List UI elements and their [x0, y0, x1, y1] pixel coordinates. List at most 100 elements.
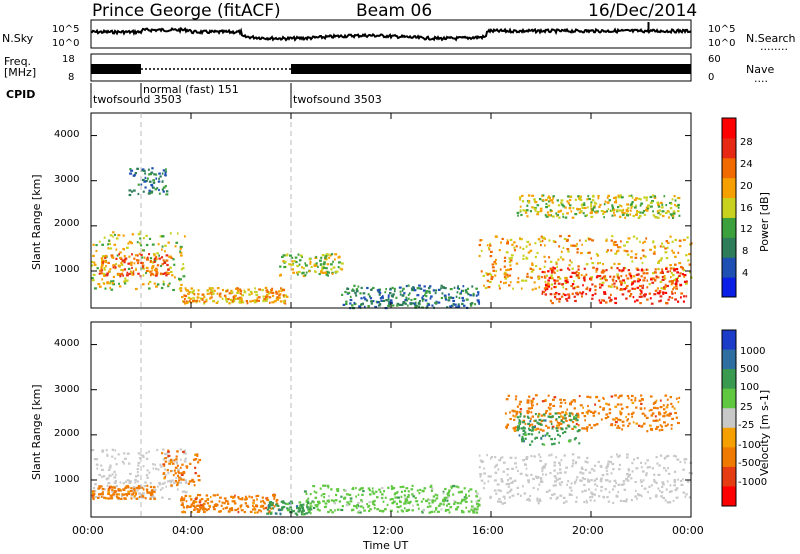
- velocity-echo-6: [685, 493, 688, 496]
- power-echo-7: [541, 290, 545, 293]
- power-cbar-tick-12: 12: [740, 224, 753, 235]
- velocity-echo-5: [435, 508, 437, 511]
- power-echo-1: [121, 269, 124, 272]
- power-echo-0: [103, 268, 106, 271]
- velocity-echo-0: [128, 481, 132, 484]
- power-echo-6: [688, 253, 691, 256]
- velocity-echo-6: [563, 471, 567, 474]
- power-echo-6: [626, 253, 630, 256]
- power-echo-7: [580, 292, 584, 295]
- velocity-echo-5: [368, 501, 371, 504]
- velocity-echo-4: [296, 507, 299, 510]
- velocity-echo-6: [483, 467, 485, 470]
- velocity-echo-6: [513, 479, 517, 482]
- velocity-echo-4: [308, 511, 311, 514]
- velocity-echo-3: [272, 494, 275, 497]
- power-echo-6: [623, 244, 626, 247]
- power-echo-8: [635, 204, 637, 207]
- velocity-echo-5: [436, 494, 439, 497]
- power-echo-3: [255, 291, 258, 294]
- power-echo-6: [662, 245, 665, 248]
- power-echo-6: [537, 277, 541, 280]
- velocity-echo-3: [228, 507, 232, 510]
- power-echo-1: [119, 273, 123, 276]
- velocity-echo-4: [309, 512, 312, 515]
- power-echo-8: [604, 200, 607, 203]
- velocity-echo-6: [532, 477, 535, 481]
- velocity-echo-6: [657, 487, 660, 490]
- velocity-echo-0: [113, 470, 116, 473]
- power-echo-3: [224, 296, 227, 299]
- power-echo-0: [145, 234, 148, 237]
- power-echo-5: [393, 290, 396, 293]
- velocity-echo-7: [665, 410, 667, 414]
- power-echo-7: [661, 278, 665, 281]
- velocity-echo-4: [300, 513, 303, 516]
- velocity-echo-1: [164, 460, 168, 463]
- velocity-echo-6: [519, 472, 523, 475]
- velocity-echo-8: [576, 430, 580, 433]
- power-echo-6: [561, 258, 565, 261]
- velocity-echo-7: [514, 415, 517, 418]
- velocity-echo-7: [662, 404, 665, 407]
- velocity-echo-7: [632, 421, 635, 424]
- velocity-echo-8: [524, 437, 527, 440]
- power-echo-6: [678, 239, 682, 242]
- power-echo-7: [657, 292, 661, 295]
- velocity-echo-5: [355, 506, 358, 510]
- power-echo-1: [159, 272, 162, 275]
- power-echo-5: [475, 287, 478, 290]
- velocity-echo-8: [547, 415, 551, 418]
- velocity-echo-5: [389, 498, 392, 501]
- velocity-echo-6: [670, 490, 673, 493]
- velocity-echo-7: [675, 397, 678, 400]
- velocity-echo-6: [647, 491, 649, 494]
- velocity-echo-2: [133, 495, 136, 498]
- power-echo-7: [681, 267, 684, 270]
- velocity-echo-5: [396, 490, 399, 494]
- power-colorbar-segment: [722, 118, 736, 139]
- velocity-echo-5: [331, 511, 334, 514]
- velocity-echo-5: [416, 489, 419, 492]
- velocity-echo-5: [392, 500, 396, 503]
- velocity-echo-6: [514, 462, 517, 465]
- power-echo-3: [198, 300, 201, 303]
- power-echo-6: [643, 240, 646, 243]
- velocity-echo-2: [127, 490, 130, 493]
- velocity-echo-6: [626, 479, 630, 482]
- velocity-echo-1: [189, 462, 192, 465]
- velocity-echo-2: [103, 496, 106, 499]
- velocity-echo-6: [532, 486, 535, 490]
- power-echo-3: [236, 297, 240, 300]
- power-echo-4: [296, 273, 299, 276]
- velocity-echo-6: [496, 463, 498, 466]
- power-echo-6: [656, 287, 660, 290]
- power-echo-8: [635, 197, 638, 200]
- power-echo-0: [172, 288, 175, 292]
- power-echo-6: [489, 255, 493, 258]
- velocity-echo-5: [327, 486, 330, 489]
- power-echo-0: [164, 244, 167, 247]
- velocity-echo-3: [180, 499, 183, 502]
- power-echo-8: [598, 205, 601, 209]
- velocity-echo-6: [478, 454, 481, 457]
- power-echo-5: [341, 293, 344, 296]
- power-echo-6: [615, 243, 619, 247]
- power-echo-1: [121, 259, 125, 262]
- power-echo-5: [453, 303, 457, 306]
- velocity-echo-7: [648, 409, 651, 412]
- velocity-echo-7: [659, 406, 663, 409]
- velocity-echo-4: [300, 511, 304, 514]
- velocity-echo-6: [653, 480, 657, 483]
- velocity-echo-5: [463, 487, 466, 490]
- power-echo-7: [668, 296, 671, 299]
- velocity-echo-7: [656, 419, 659, 422]
- power-echo-8: [591, 208, 594, 211]
- xtick-0: 00:00: [72, 524, 104, 537]
- power-echo-0: [108, 239, 111, 242]
- velocity-echo-6: [507, 485, 510, 488]
- power-echo-2: [147, 168, 150, 171]
- velocity-echo-5: [397, 506, 400, 509]
- velocity-echo-8: [551, 415, 554, 418]
- velocity-echo-6: [580, 479, 583, 482]
